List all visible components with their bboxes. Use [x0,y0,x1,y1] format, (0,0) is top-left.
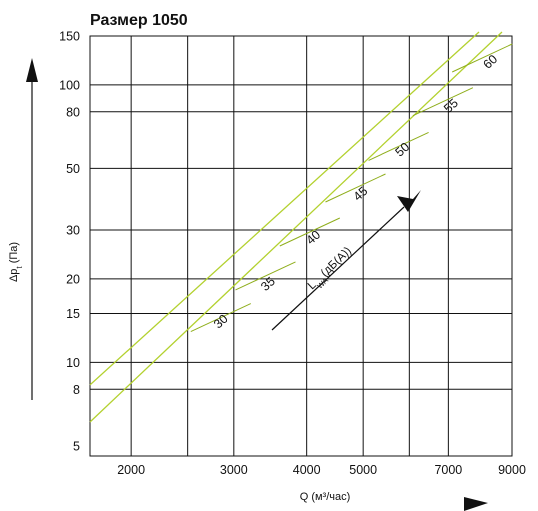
sound-level-line [190,303,252,333]
y-tick-label: 100 [59,78,80,92]
sound-level-arrow [271,190,421,331]
sound-level-label: 45 [351,184,371,204]
y-tick-label: 8 [73,383,80,397]
sound-level-line [279,217,341,247]
x-axis-arrow [464,497,488,511]
y-tick-label: 5 [73,439,80,453]
y-tick-label: 150 [59,30,80,44]
sound-level-label: 60 [480,52,500,72]
sound-level-line [325,173,386,203]
sound-level-line [451,43,513,73]
y-tick-label: 10 [66,356,80,370]
sound-level-line [368,131,429,161]
x-tick-label: 9000 [498,463,526,477]
x-tick-label: 5000 [349,463,377,477]
x-tick-label: 4000 [293,463,321,477]
x-tick-label: 3000 [220,463,248,477]
x-tick-label: 2000 [117,463,145,477]
chart-title: Размер 1050 [90,12,188,29]
y-axis-label: Δpt (Па) [8,242,24,282]
y-tick-label: 80 [66,105,80,119]
curve-1 [89,31,503,423]
x-axis-label: Q (м³/час) [300,491,351,503]
sound-level-lines [190,43,513,333]
y-tick-label: 50 [66,162,80,176]
sound-level-label: 55 [441,96,461,116]
sound-level-axis-label: LWA(дБ(А)) [306,245,357,295]
y-tick-labels: 5 8 10 15 20 30 50 80 100 150 [59,30,80,454]
y-tick-label: 30 [66,223,80,237]
sound-level-label: 35 [258,274,278,294]
sound-level-line [235,261,296,291]
y-tick-label: 15 [66,307,80,321]
y-axis-arrow [26,58,38,400]
x-tick-labels: 2000 3000 4000 5000 7000 9000 [117,463,526,477]
grid [89,35,513,457]
curves [89,31,503,423]
y-tick-label: 20 [66,272,80,286]
curve-2 [89,31,480,386]
sound-level-line [412,87,474,117]
x-tick-label: 7000 [434,463,462,477]
